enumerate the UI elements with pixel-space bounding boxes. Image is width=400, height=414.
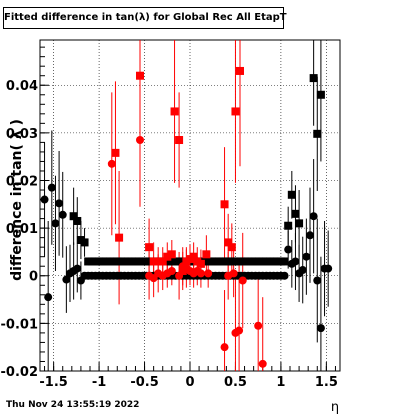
data-point-square	[231, 107, 240, 116]
x-tick-label: 1	[276, 375, 285, 390]
data-point-square	[73, 216, 82, 225]
x-tick-label: 1.5	[315, 375, 338, 390]
x-tick-label: -1.5	[39, 375, 67, 390]
data-point-circle	[302, 252, 311, 261]
data-point-square	[196, 259, 205, 268]
data-point-circle	[258, 359, 267, 368]
x-tick-label: -1	[92, 375, 106, 390]
data-markers	[40, 66, 333, 368]
data-point-circle	[291, 257, 300, 266]
y-tick-label: -0.02	[1, 365, 38, 380]
data-point-square	[158, 257, 167, 266]
data-point-circle	[309, 212, 318, 221]
data-point-square	[80, 238, 89, 247]
data-point-circle	[196, 269, 205, 278]
x-tick-label: -0.5	[130, 375, 158, 390]
data-point-circle	[136, 136, 144, 145]
data-point-square	[287, 190, 296, 199]
y-tick-label: -0.01	[1, 317, 38, 332]
chart-title: Fitted difference in tan(λ) for Global R…	[3, 7, 287, 29]
data-point-circle	[316, 324, 325, 333]
data-point-square	[115, 233, 124, 242]
data-point-circle	[204, 269, 213, 278]
data-point-circle	[254, 321, 263, 330]
data-point-circle	[44, 293, 53, 302]
data-point-square	[227, 243, 236, 252]
data-point-circle	[306, 231, 314, 240]
axis-ticks	[40, 46, 336, 372]
data-point-square	[236, 66, 244, 75]
y-tick-label: 0.04	[6, 79, 38, 94]
data-point-circle	[313, 276, 322, 285]
y-axis-label: difference in tan( λ )	[9, 119, 25, 281]
data-point-circle	[175, 271, 184, 280]
data-point-square	[291, 209, 300, 218]
data-point-square	[313, 129, 322, 138]
data-point-circle	[107, 159, 116, 168]
data-point-circle	[298, 266, 307, 275]
data-point-circle	[62, 275, 71, 284]
data-point-square	[154, 257, 163, 266]
data-point-square	[149, 257, 158, 266]
data-point-square	[224, 238, 233, 247]
data-point-square	[220, 200, 229, 209]
data-point-circle	[167, 266, 176, 275]
data-point-square	[316, 90, 325, 99]
data-point-square	[136, 71, 144, 80]
data-point-square	[178, 266, 187, 275]
y-tick-label: 0.03	[6, 127, 38, 142]
data-point-circle	[284, 245, 293, 254]
timestamp-footer: Thu Nov 24 13:55:19 2022	[6, 400, 140, 410]
data-point-circle	[229, 269, 238, 278]
data-point-circle	[73, 264, 82, 273]
data-point-circle	[238, 276, 247, 285]
y-tick-label: 0.02	[6, 174, 38, 189]
data-point-circle	[40, 195, 49, 204]
x-axis-label: η	[331, 400, 339, 414]
data-point-square	[163, 252, 172, 261]
data-point-square	[284, 221, 293, 230]
error-bars	[44, 40, 329, 371]
data-point-square	[111, 148, 120, 157]
data-point-circle	[47, 183, 56, 192]
data-point-square	[295, 219, 304, 228]
y-tick-label: 0	[29, 270, 38, 285]
data-point-square	[309, 74, 318, 83]
data-point-circle	[51, 219, 60, 228]
tick-labels: -1.5 -1 -0.5 0 0.5 1 1.5 -0.02 -0.01 0 0.01 0.02 0.0…	[1, 79, 338, 390]
data-point-square	[69, 212, 78, 221]
data-point-circle	[280, 271, 289, 280]
x-tick-label: 0	[185, 375, 194, 390]
data-point-square	[280, 257, 289, 266]
data-point-circle	[55, 199, 64, 208]
data-point-square	[175, 136, 184, 145]
data-point-square	[170, 107, 179, 116]
data-point-square	[202, 250, 211, 259]
data-point-square	[189, 252, 198, 261]
data-point-square	[145, 243, 154, 252]
data-point-circle	[58, 210, 67, 219]
data-point-circle	[324, 264, 333, 273]
data-point-circle	[220, 343, 229, 352]
x-tick-label: 0.5	[224, 375, 247, 390]
y-tick-label: 0.01	[6, 222, 38, 237]
data-point-circle	[235, 326, 244, 335]
data-point-square	[167, 250, 176, 259]
